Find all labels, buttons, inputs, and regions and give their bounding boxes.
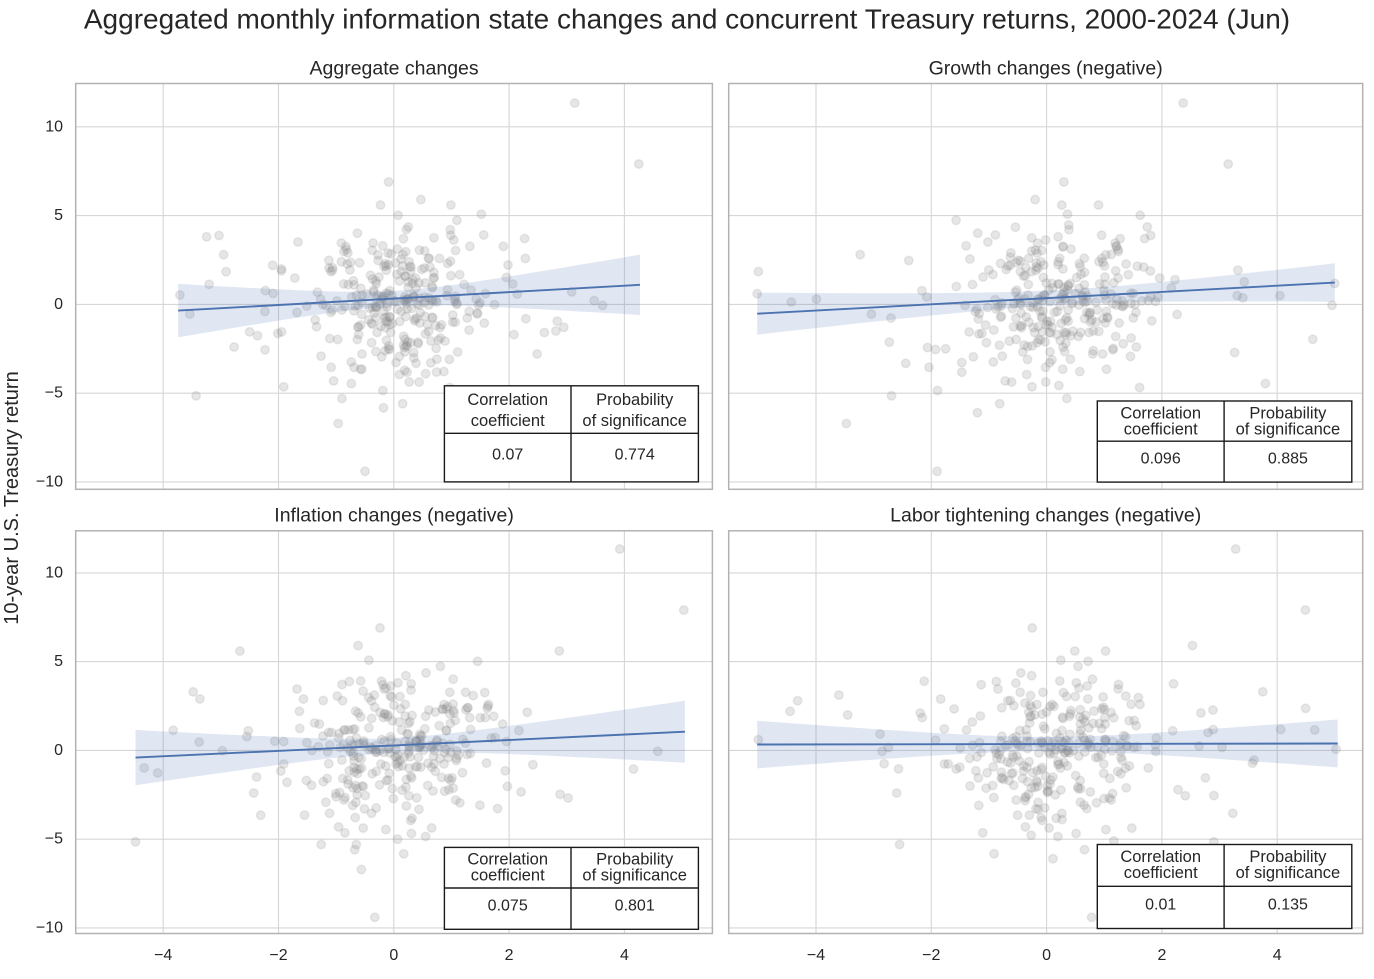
svg-text:Correlation: Correlation bbox=[1120, 404, 1201, 422]
svg-text:0: 0 bbox=[1042, 947, 1051, 964]
svg-text:Inflation changes (negative): Inflation changes (negative) bbox=[274, 505, 514, 527]
svg-text:of significance: of significance bbox=[1236, 420, 1341, 438]
svg-text:0.075: 0.075 bbox=[488, 898, 528, 915]
svg-text:−5: −5 bbox=[45, 385, 63, 402]
svg-text:Probability: Probability bbox=[596, 391, 674, 409]
svg-text:4: 4 bbox=[1273, 947, 1282, 964]
svg-text:−2: −2 bbox=[922, 947, 940, 964]
svg-text:−10: −10 bbox=[36, 919, 63, 936]
svg-text:2: 2 bbox=[1157, 947, 1166, 964]
svg-text:coefficient: coefficient bbox=[1124, 864, 1198, 882]
svg-text:−5: −5 bbox=[45, 831, 63, 848]
svg-text:Correlation: Correlation bbox=[467, 391, 548, 409]
svg-text:Probability: Probability bbox=[1249, 848, 1327, 866]
svg-text:0: 0 bbox=[389, 947, 398, 964]
svg-text:0.774: 0.774 bbox=[615, 447, 655, 464]
svg-text:Labor tightening changes (nega: Labor tightening changes (negative) bbox=[890, 505, 1201, 527]
svg-text:0: 0 bbox=[54, 742, 63, 759]
svg-text:0.885: 0.885 bbox=[1268, 451, 1308, 468]
svg-text:0.801: 0.801 bbox=[615, 898, 655, 915]
svg-text:of significance: of significance bbox=[1236, 864, 1341, 882]
svg-text:of significance: of significance bbox=[582, 867, 687, 885]
svg-text:Probability: Probability bbox=[596, 851, 674, 869]
svg-text:0.135: 0.135 bbox=[1268, 896, 1308, 913]
svg-text:2: 2 bbox=[505, 947, 514, 964]
svg-text:5: 5 bbox=[54, 207, 63, 224]
svg-text:−4: −4 bbox=[154, 947, 172, 964]
svg-text:4: 4 bbox=[620, 947, 629, 964]
svg-text:coefficient: coefficient bbox=[1124, 420, 1198, 438]
svg-text:0.07: 0.07 bbox=[492, 447, 523, 464]
svg-text:10-year U.S. Treasury return: 10-year U.S. Treasury return bbox=[1, 371, 23, 624]
svg-text:−10: −10 bbox=[36, 473, 63, 490]
svg-text:Aggregate changes: Aggregate changes bbox=[310, 58, 479, 80]
svg-text:5: 5 bbox=[54, 653, 63, 670]
svg-text:10: 10 bbox=[45, 564, 63, 581]
svg-text:−2: −2 bbox=[269, 947, 287, 964]
svg-text:Probability: Probability bbox=[1249, 404, 1327, 422]
svg-text:coefficient: coefficient bbox=[471, 412, 545, 430]
svg-text:Growth changes (negative): Growth changes (negative) bbox=[929, 58, 1163, 80]
svg-text:coefficient: coefficient bbox=[471, 867, 545, 885]
svg-text:Correlation: Correlation bbox=[1120, 848, 1201, 866]
svg-text:Aggregated monthly information: Aggregated monthly information state cha… bbox=[84, 4, 1290, 35]
svg-text:0: 0 bbox=[54, 296, 63, 313]
svg-text:Correlation: Correlation bbox=[467, 851, 548, 869]
svg-text:10: 10 bbox=[45, 118, 63, 135]
svg-text:of significance: of significance bbox=[582, 412, 687, 430]
svg-text:0.01: 0.01 bbox=[1145, 896, 1176, 913]
svg-text:0.096: 0.096 bbox=[1141, 451, 1181, 468]
svg-text:−4: −4 bbox=[807, 947, 825, 964]
